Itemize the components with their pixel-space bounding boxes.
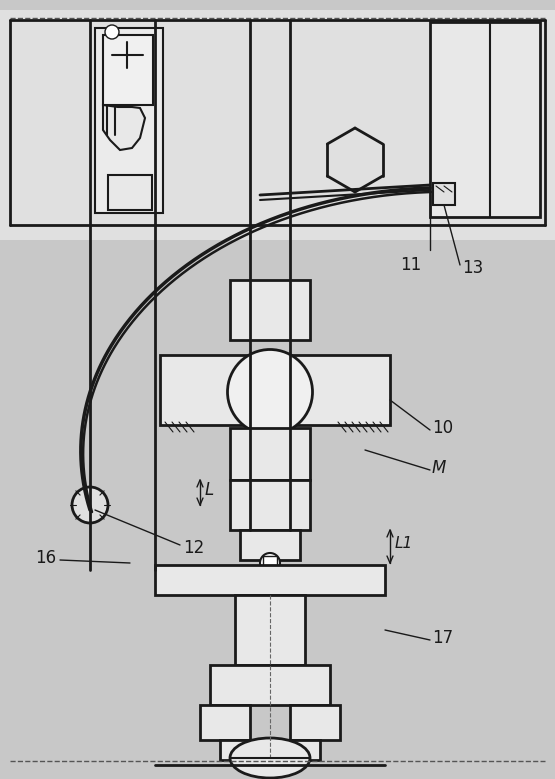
Text: 10: 10 — [432, 419, 453, 437]
Circle shape — [260, 553, 280, 573]
Bar — [230, 428, 310, 480]
Bar — [433, 183, 455, 205]
Bar — [230, 280, 310, 340]
Bar — [230, 480, 310, 530]
Text: L: L — [205, 481, 214, 499]
Bar — [155, 565, 385, 595]
Text: 13: 13 — [462, 259, 483, 277]
Bar — [430, 22, 540, 217]
Bar — [220, 740, 320, 760]
Text: M: M — [432, 459, 446, 477]
Bar — [290, 705, 340, 740]
Bar — [235, 595, 305, 665]
Text: L1: L1 — [395, 537, 413, 552]
Circle shape — [105, 25, 119, 39]
Bar — [0, 10, 555, 240]
Text: 11: 11 — [400, 256, 421, 274]
Text: 12: 12 — [183, 539, 204, 557]
Bar — [103, 35, 153, 105]
Bar — [200, 705, 250, 740]
Bar — [160, 355, 390, 425]
Bar — [240, 530, 300, 560]
Bar — [95, 28, 163, 213]
Ellipse shape — [230, 738, 310, 778]
Ellipse shape — [228, 350, 312, 435]
Polygon shape — [103, 105, 145, 150]
Bar — [210, 665, 330, 705]
Bar — [108, 175, 152, 210]
Bar — [263, 556, 277, 570]
Text: 16: 16 — [35, 549, 56, 567]
Text: 17: 17 — [432, 629, 453, 647]
Circle shape — [72, 487, 108, 523]
